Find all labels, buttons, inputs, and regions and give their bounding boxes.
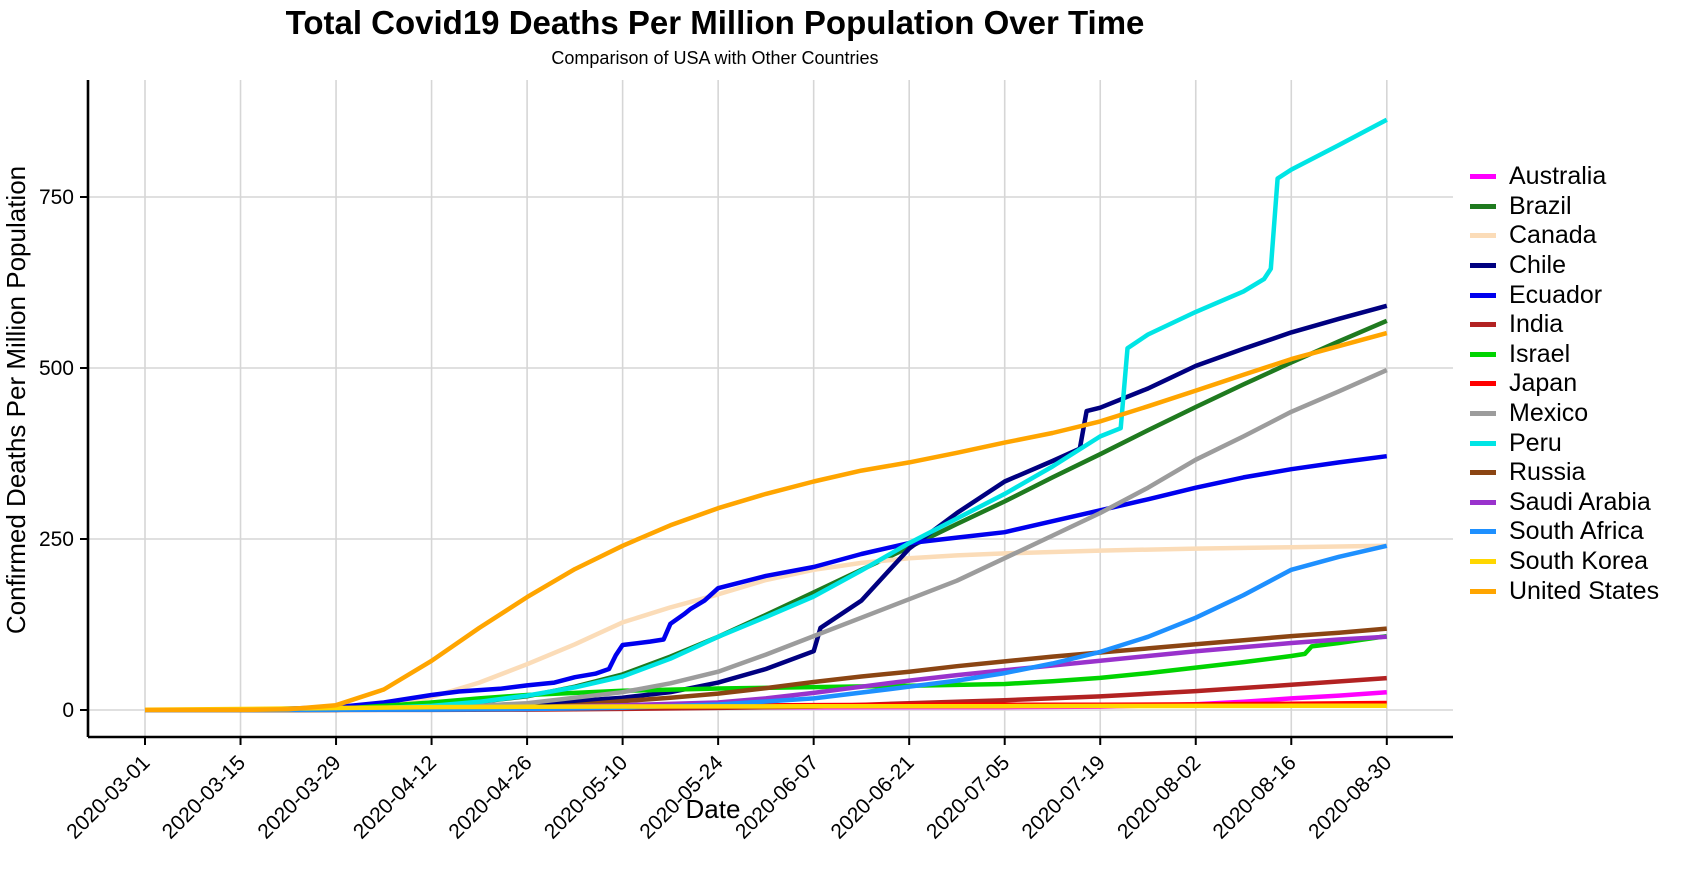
legend-swatch bbox=[1470, 292, 1496, 298]
legend-label: Ecuador bbox=[1509, 280, 1603, 309]
y-tick-label: 750 bbox=[39, 186, 74, 209]
legend-label: Israel bbox=[1509, 339, 1571, 368]
legend-swatch bbox=[1470, 203, 1496, 209]
legend-label: Saudi Arabia bbox=[1509, 487, 1651, 516]
legend-label: Peru bbox=[1509, 428, 1562, 457]
legend-label: Canada bbox=[1509, 221, 1597, 250]
legend-item-israel: Israel bbox=[1470, 340, 1659, 370]
legend-item-brazil: Brazil bbox=[1470, 192, 1659, 222]
legend-label: South Africa bbox=[1509, 517, 1644, 546]
y-tick-label: 0 bbox=[62, 699, 74, 722]
legend-item-australia: Australia bbox=[1470, 162, 1659, 192]
legend-swatch bbox=[1470, 233, 1496, 239]
legend-item-japan: Japan bbox=[1470, 369, 1659, 399]
legend-item-united-states: United States bbox=[1470, 576, 1659, 606]
line-canada bbox=[144, 543, 1387, 713]
legend-item-south-korea: South Korea bbox=[1470, 547, 1659, 577]
x-axis-title: Date bbox=[686, 794, 741, 824]
legend-label: Brazil bbox=[1509, 191, 1572, 220]
legend-item-ecuador: Ecuador bbox=[1470, 280, 1659, 310]
x-tick-label: 2020-03-01 bbox=[62, 751, 154, 843]
legend-swatch bbox=[1470, 529, 1496, 535]
legend-label: Japan bbox=[1509, 369, 1578, 398]
line-israel bbox=[144, 633, 1388, 713]
legend-swatch bbox=[1470, 499, 1496, 505]
legend-item-peru: Peru bbox=[1470, 428, 1659, 458]
legend-label: Australia bbox=[1509, 162, 1607, 191]
x-tick-label: 2020-08-30 bbox=[1304, 751, 1396, 843]
x-tick-label: 2020-06-21 bbox=[826, 751, 918, 843]
legend-item-saudi-arabia: Saudi Arabia bbox=[1470, 488, 1659, 518]
x-tick-label: 2020-06-07 bbox=[731, 751, 823, 843]
legend-item-india: India bbox=[1470, 310, 1659, 340]
legend-label: United States bbox=[1509, 576, 1660, 605]
chart-title: Total Covid19 Deaths Per Million Populat… bbox=[285, 4, 1145, 41]
legend-swatch bbox=[1470, 559, 1496, 565]
x-tick-label: 2020-05-10 bbox=[540, 751, 632, 843]
legend-label: South Korea bbox=[1509, 547, 1648, 576]
legend-item-chile: Chile bbox=[1470, 251, 1659, 281]
legend-item-south-africa: South Africa bbox=[1470, 517, 1659, 547]
legend-label: Mexico bbox=[1509, 399, 1589, 428]
legend-swatch bbox=[1470, 351, 1496, 357]
series-lines bbox=[144, 117, 1388, 713]
chart-legend: Australia Brazil Canada Chile Ecuador India Is… bbox=[1470, 162, 1659, 606]
legend-swatch bbox=[1470, 588, 1496, 594]
x-tick-label: 2020-08-16 bbox=[1209, 751, 1301, 843]
legend-swatch bbox=[1470, 263, 1496, 269]
x-tick-label: 2020-04-12 bbox=[349, 751, 441, 843]
legend-label: Chile bbox=[1509, 251, 1566, 280]
x-tick-label: 2020-03-29 bbox=[253, 751, 345, 843]
legend-swatch bbox=[1470, 440, 1496, 446]
x-tick-label: 2020-04-26 bbox=[444, 751, 536, 843]
legend-swatch bbox=[1470, 174, 1496, 180]
legend-swatch bbox=[1470, 470, 1496, 476]
line-south-korea bbox=[144, 703, 1387, 713]
legend-label: India bbox=[1509, 310, 1564, 339]
line-saudi-arabia bbox=[144, 634, 1387, 713]
x-tick-label: 2020-08-02 bbox=[1113, 751, 1205, 843]
legend-swatch bbox=[1470, 322, 1496, 328]
line-peru bbox=[144, 117, 1388, 713]
y-tick-label: 500 bbox=[39, 357, 74, 380]
chart-subtitle: Comparison of USA with Other Countries bbox=[551, 48, 879, 68]
gridlines bbox=[88, 80, 1453, 737]
x-tick-label: 2020-07-05 bbox=[922, 751, 1014, 843]
legend-swatch bbox=[1470, 381, 1496, 387]
axes bbox=[86, 80, 1453, 739]
legend-label: Russia bbox=[1509, 458, 1586, 487]
tick-marks bbox=[80, 196, 1388, 745]
line-south-africa bbox=[144, 543, 1388, 713]
x-tick-label: 2020-03-15 bbox=[158, 751, 250, 843]
legend-item-canada: Canada bbox=[1470, 221, 1659, 251]
y-axis-title: Confirmed Deaths Per Million Population bbox=[1, 166, 31, 634]
line-mexico bbox=[144, 368, 1388, 713]
line-united-states bbox=[144, 330, 1388, 713]
line-chile bbox=[144, 303, 1388, 713]
legend-swatch bbox=[1470, 411, 1496, 417]
legend-item-mexico: Mexico bbox=[1470, 399, 1659, 429]
y-tick-label: 250 bbox=[39, 528, 74, 551]
x-tick-label: 2020-07-19 bbox=[1018, 751, 1110, 843]
legend-item-russia: Russia bbox=[1470, 458, 1659, 488]
